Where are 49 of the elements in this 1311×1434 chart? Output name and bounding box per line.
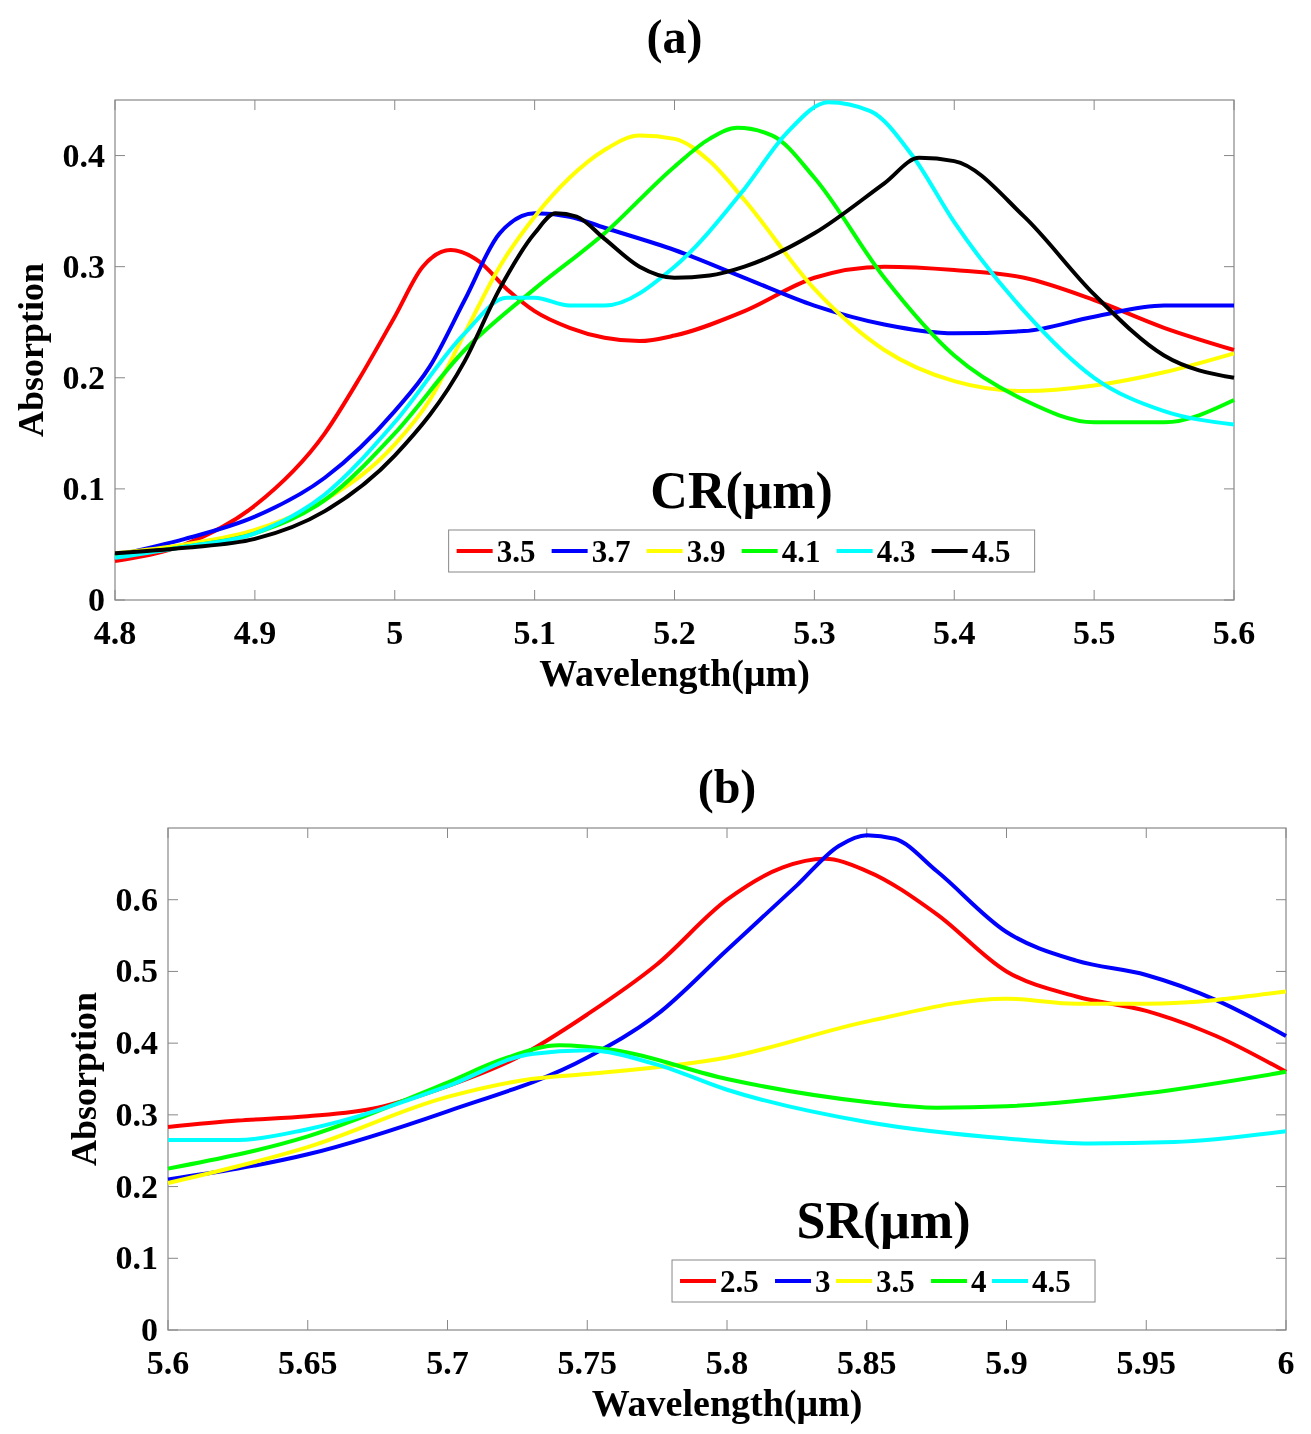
legend-label: 3.5 [496, 534, 536, 569]
x-tick-label: 5.8 [705, 1344, 749, 1381]
y-tick-label: 0.4 [62, 136, 105, 174]
x-tick-label: 5 [386, 614, 404, 651]
legend-label: 4.5 [971, 534, 1011, 569]
legend-title: SR(μm) [796, 1192, 971, 1250]
y-tick-label: 0.3 [115, 1095, 158, 1133]
line-series [166, 1043, 1288, 1171]
legend-label: 4.1 [781, 534, 821, 569]
legend-label: 4.3 [876, 534, 916, 569]
y-tick-label: 0.2 [62, 358, 105, 396]
legend-label: 3.9 [686, 534, 726, 569]
x-axis-title: Wavelength(μm) [539, 652, 810, 695]
x-tick-label: 5.2 [653, 614, 696, 651]
x-tick-label: 5.75 [557, 1344, 617, 1381]
x-tick-label: 5.7 [426, 1344, 469, 1381]
legend-title: CR(μm) [650, 462, 833, 520]
x-tick-label: 6 [1277, 1344, 1295, 1381]
chart-title: (a) [646, 10, 703, 64]
x-axis-title: Wavelength(μm) [591, 1382, 863, 1425]
y-tick-label: 0.1 [62, 469, 105, 507]
y-axis-title: Absorption [64, 991, 104, 1167]
x-tick-label: 5.95 [1116, 1344, 1176, 1381]
y-tick-label: 0.5 [115, 952, 158, 990]
y-tick-label: 0.4 [115, 1024, 158, 1062]
legend-label: 2.5 [720, 1264, 759, 1299]
x-tick-label: 5.65 [278, 1344, 338, 1381]
x-tick-label: 5.3 [793, 614, 836, 651]
y-tick-label: 0.2 [115, 1167, 158, 1205]
y-tick-label: 0.6 [115, 880, 158, 918]
x-tick-label: 5.9 [985, 1344, 1028, 1381]
line-series [166, 833, 1288, 1182]
y-axis-title: Absorption [11, 262, 51, 438]
legend-label: 3.7 [591, 534, 631, 569]
y-tick-label: 0.1 [115, 1239, 158, 1277]
x-tick-label: 5.6 [1212, 614, 1256, 651]
x-tick-label: 5.4 [933, 614, 976, 651]
legend-label: 3 [815, 1264, 831, 1299]
x-tick-label: 5.85 [837, 1344, 897, 1381]
line-series [166, 989, 1288, 1185]
x-tick-label: 5.1 [513, 614, 556, 651]
legend-label: 4 [971, 1264, 987, 1299]
y-tick-label: 0.3 [62, 247, 105, 285]
x-tick-label: 5.5 [1072, 614, 1116, 651]
legend-label: 4.5 [1032, 1264, 1071, 1299]
chart-title: (b) [697, 760, 757, 814]
legend-label: 3.5 [876, 1264, 915, 1299]
x-tick-label: 4.9 [233, 614, 277, 651]
line-series [166, 1048, 1288, 1146]
